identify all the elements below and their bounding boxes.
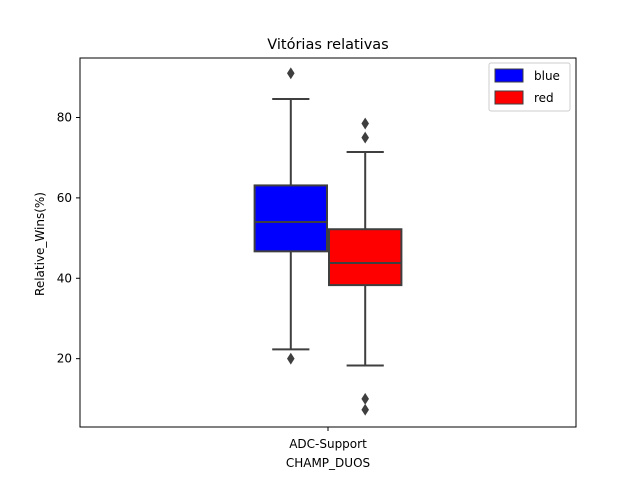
legend-label-blue: blue [534,69,560,83]
y-tick-label: 80 [57,110,72,124]
iqr-box [253,184,329,253]
box-blue [253,67,329,365]
outlier-point [361,392,369,405]
y-axis-ticks: 20 40 60 80 [57,110,80,366]
iqr-box [328,228,403,287]
y-axis-label: Relative_Wins(%) [33,192,47,296]
y-tick-label: 60 [57,191,72,205]
box-series [253,67,403,416]
legend: blue red [488,62,571,112]
x-axis-label: CHAMP_DUOS [286,456,370,470]
x-axis-ticks: ADC-Support [289,427,367,451]
outlier-point [361,403,369,416]
outlier-point [287,352,295,365]
chart-title: Vitórias relativas [267,37,388,53]
legend-label-red: red [534,91,554,105]
outlier-point [287,67,295,80]
x-tick-label: ADC-Support [289,437,367,451]
box-red [328,117,403,416]
legend-swatch-blue [494,68,524,83]
y-tick-label: 20 [57,352,72,366]
outlier-point [361,117,369,130]
y-tick-label: 40 [57,271,72,285]
outlier-point [361,131,369,144]
legend-swatch-red [494,90,524,105]
